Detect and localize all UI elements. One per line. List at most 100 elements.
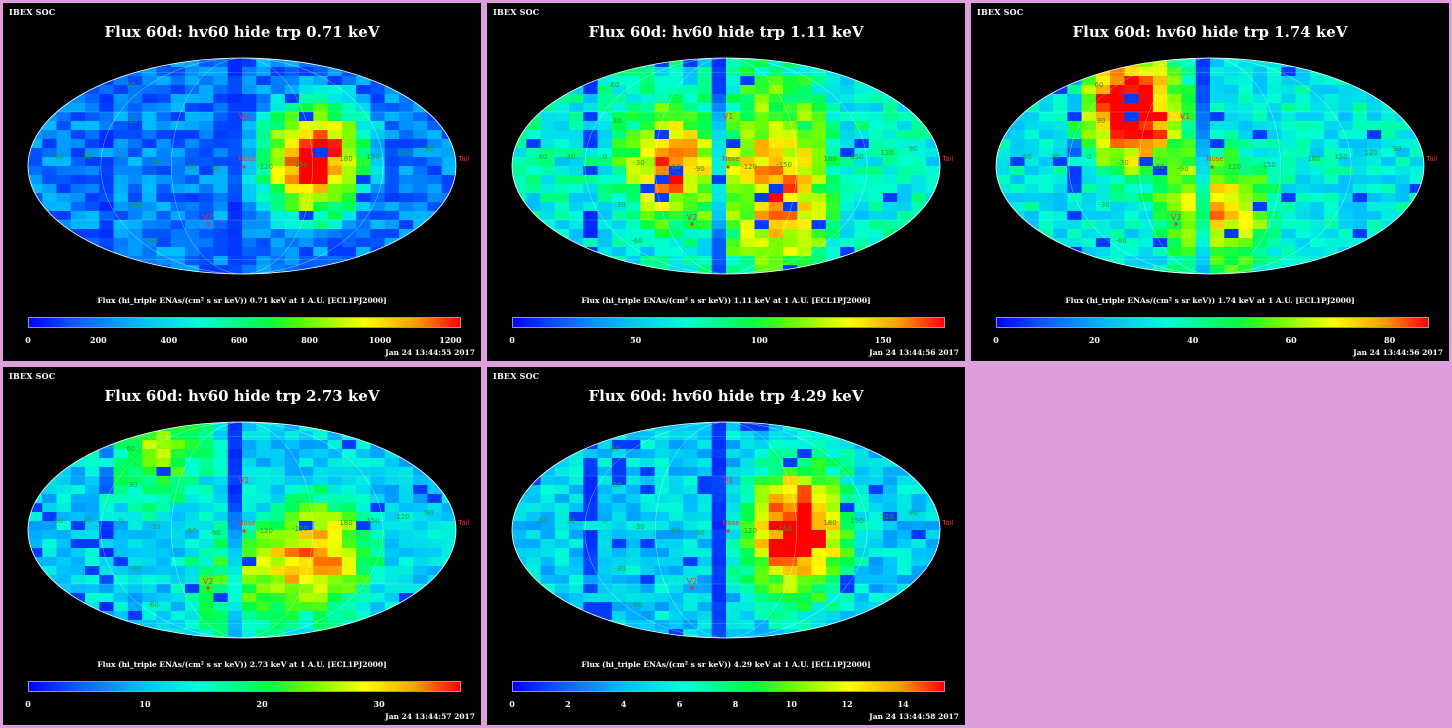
colorbar-tick-label: 14 <box>897 699 909 709</box>
colorbar <box>512 681 945 692</box>
v2-marker-label: V2 <box>203 577 214 586</box>
colorbar-tick-label: 100 <box>751 335 768 345</box>
colorbar-tick-label: 150 <box>874 335 892 345</box>
grid-label: -30 <box>130 565 141 573</box>
grid-label: 180 <box>823 155 836 163</box>
v2-marker-label: V2 <box>687 577 698 586</box>
grid-label: 30 <box>129 481 138 489</box>
grid-label: 30 <box>1097 117 1106 125</box>
colorbar <box>28 317 461 328</box>
mollweide-map: 60 30 0 -30 -60 -90 -120 -150 180 150 120 90 60 30 -30… <box>27 57 470 275</box>
grid-label: 60 <box>611 445 620 453</box>
colorbar-tick-label: 400 <box>160 335 178 345</box>
grid-label: -60 <box>185 527 196 535</box>
map-outline <box>995 57 1425 275</box>
nose-marker-label: Nose <box>722 155 739 163</box>
colorbar-ticks: 0 2 4 6 8 10 12 14 <box>509 699 945 711</box>
grid-label: -60 <box>669 527 680 535</box>
v2-marker-label: V2 <box>203 213 214 222</box>
grid-label: -90 <box>209 529 220 537</box>
colorbar-tick-label: 0 <box>509 699 515 709</box>
colorbar-tick-label: 800 <box>301 335 318 345</box>
corner-label: IBEX SOC <box>9 7 56 17</box>
v2-marker-dot <box>206 222 210 226</box>
colorbar <box>512 317 945 328</box>
grid-label: 120 <box>396 513 409 521</box>
colorbar-tick-label: 0 <box>993 335 999 345</box>
v2-marker-dot <box>690 586 694 590</box>
tail-marker-label: Tail <box>457 155 469 163</box>
grid-label: 60 <box>55 153 64 161</box>
grid-label: -150 <box>292 525 308 533</box>
colorbar-tick-label: 20 <box>256 699 268 709</box>
flux-heatmap <box>28 422 456 638</box>
grid-label: -60 <box>185 163 196 171</box>
sky-map-panel: IBEX SOC Flux 60d: hv60 hide trp 1.11 keV… <box>487 3 965 361</box>
grid-label: -30 <box>1098 201 1109 209</box>
grid-label: -60 <box>631 601 642 609</box>
timestamp: Jan 24 13:44:58 2017 <box>869 712 959 721</box>
tail-marker-label: Tail <box>457 519 469 527</box>
colorbar-tick-label: 1000 <box>368 335 392 345</box>
nose-marker-dot <box>726 165 730 169</box>
grid-label: 30 <box>567 517 576 525</box>
colorbar-tick-label: 20 <box>1088 335 1100 345</box>
grid-label: 60 <box>1095 81 1104 89</box>
panel-title: Flux 60d: hv60 hide trp 1.74 keV <box>1072 23 1348 41</box>
grid-label: -60 <box>631 237 642 245</box>
timestamp: Jan 24 13:44:55 2017 <box>385 348 475 357</box>
grid-label: -30 <box>149 159 160 167</box>
sky-map-panel: IBEX SOC Flux 60d: hv60 hide trp 1.74 keV… <box>971 3 1449 361</box>
colorbar-tick-label: 10 <box>139 699 151 709</box>
flux-heatmap <box>28 58 456 274</box>
timestamp: Jan 24 13:44:56 2017 <box>869 348 959 357</box>
nose-marker-label: Nose <box>238 519 255 527</box>
colorbar-ticks: 0 50 100 150 <box>509 335 945 347</box>
mollweide-map: 60 30 0 -30 -60 -90 -120 -150 180 150 120 90 60 30 -30… <box>511 421 954 639</box>
grid-label: -60 <box>147 601 158 609</box>
colorbar-tick-label: 0 <box>25 335 31 345</box>
grid-label: -120 <box>257 163 273 171</box>
colorbar <box>996 317 1429 328</box>
grid-label: -150 <box>776 525 792 533</box>
v2-marker-dot <box>690 222 694 226</box>
sky-map-panel: IBEX SOC Flux 60d: hv60 hide trp 0.71 keV… <box>3 3 481 361</box>
panel-title: Flux 60d: hv60 hide trp 0.71 keV <box>104 23 380 41</box>
grid-label: 180 <box>339 155 352 163</box>
grid-label: 60 <box>611 81 620 89</box>
colorbar-tick-label: 0 <box>25 699 31 709</box>
nose-marker-dot <box>1210 165 1214 169</box>
v2-marker-dot <box>1174 222 1178 226</box>
tail-marker-label: Tail <box>1425 155 1437 163</box>
colorbar-tick-label: 8 <box>732 699 739 709</box>
grid-label: -30 <box>614 565 625 573</box>
grid-label: -120 <box>257 527 273 535</box>
corner-label: IBEX SOC <box>977 7 1024 17</box>
grid-label: 30 <box>613 117 622 125</box>
grid-label: -30 <box>149 523 160 531</box>
flux-heatmap <box>512 422 940 638</box>
grid-label: 0 <box>603 153 607 161</box>
grid-label: -120 <box>1225 163 1241 171</box>
nose-marker-dot <box>242 165 246 169</box>
grid-label: 30 <box>83 517 92 525</box>
grid-label: 90 <box>425 509 434 517</box>
grid-label: 120 <box>880 513 893 521</box>
corner-label: IBEX SOC <box>493 371 540 381</box>
v2-marker-dot <box>206 586 210 590</box>
grid-label: 30 <box>613 481 622 489</box>
grid-label: 120 <box>1364 149 1377 157</box>
colorbar-ticks: 0 10 20 30 <box>25 699 461 711</box>
grid-label: 120 <box>396 149 409 157</box>
colorbar-tick-label: 50 <box>630 335 642 345</box>
colorbar-tick-label: 40 <box>1187 335 1199 345</box>
grid-label: 120 <box>880 149 893 157</box>
colorbar-ticks: 0 20 40 60 80 <box>993 335 1429 347</box>
flux-caption: Flux (hi_triple ENAs/(cm² s sr keV)) 0.7… <box>97 296 387 305</box>
colorbar-ticks: 0 200 400 600 800 1000 1200 <box>25 335 462 347</box>
grid-label: 180 <box>823 519 836 527</box>
colorbar-tick-label: 1200 <box>439 335 462 345</box>
grid-label: -150 <box>1260 161 1276 169</box>
grid-label: 150 <box>850 153 863 161</box>
colorbar-tick-label: 6 <box>676 699 683 709</box>
